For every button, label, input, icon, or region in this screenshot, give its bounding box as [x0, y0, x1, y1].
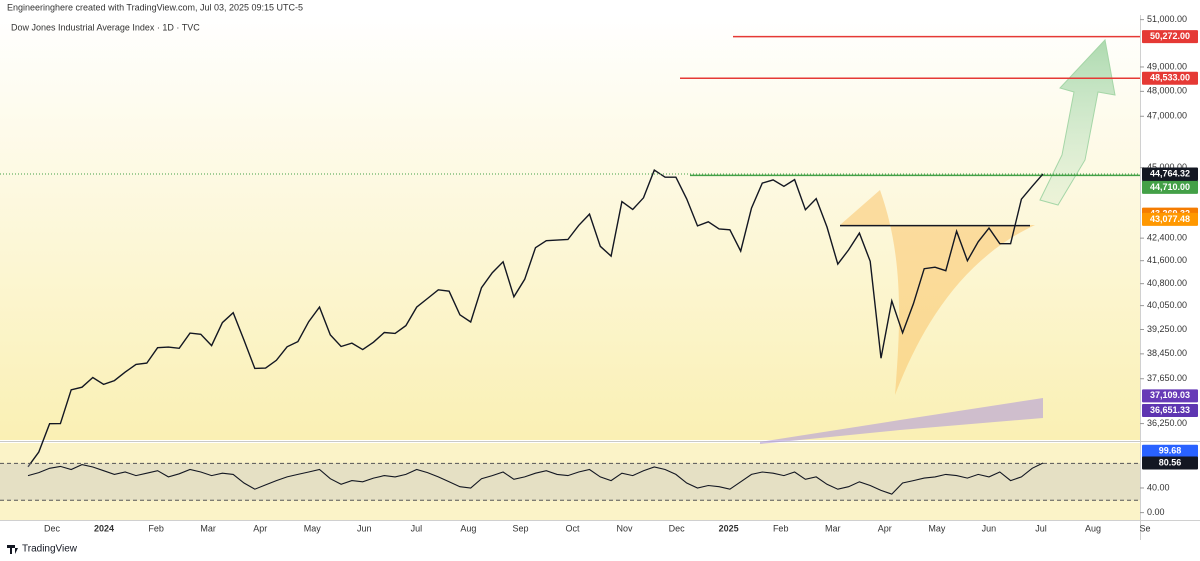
pattern-shape	[840, 190, 1035, 395]
price-label-box	[1142, 456, 1198, 470]
y-tick-label: 42,400.00	[1147, 233, 1187, 243]
x-tick-label: Dec	[44, 523, 61, 533]
x-tick-label: May	[304, 523, 322, 533]
y-tick-label: 39,250.00	[1147, 324, 1187, 334]
price-label: 48,533.00	[1150, 73, 1190, 83]
price-line	[27, 169, 1044, 468]
author-line: Engineeringhere created with TradingView…	[7, 2, 303, 12]
x-tick-label: Jun	[357, 523, 372, 533]
x-tick-label: Aug	[460, 523, 476, 533]
cloud-band	[760, 398, 1043, 444]
price-label: 44,764.32	[1150, 168, 1190, 178]
y-tick-label: 41,600.00	[1147, 255, 1187, 265]
y-tick-label: 40.00	[1147, 482, 1170, 492]
x-tick-label: Oct	[565, 523, 580, 533]
projection-arrow	[1039, 38, 1116, 206]
y-tick-label: 36,250.00	[1147, 418, 1187, 428]
y-tick-label: 37,650.00	[1147, 373, 1187, 383]
price-label: 36,651.33	[1150, 405, 1190, 415]
price-label-box	[1142, 212, 1198, 226]
x-tick-label: Feb	[773, 523, 789, 533]
price-label: 44,710.00	[1150, 182, 1190, 192]
rsi-pane	[0, 443, 1140, 520]
x-tick-label: 2024	[94, 523, 114, 533]
x-tick-label: May	[928, 523, 946, 533]
rsi-band-fill	[0, 463, 1140, 501]
y-tick-label: 51,000.00	[1147, 14, 1187, 24]
x-tick-label: Apr	[878, 523, 892, 533]
x-tick-label: Feb	[148, 523, 164, 533]
x-tick-label: Aug	[1085, 523, 1101, 533]
price-label: 99.68	[1159, 446, 1182, 456]
y-tick-label: 47,000.00	[1147, 111, 1187, 121]
y-tick-label: 0.00	[1147, 507, 1165, 517]
x-tick-label: Nov	[617, 523, 634, 533]
x-tick-label: Jul	[1035, 523, 1047, 533]
x-tick-label: Dec	[669, 523, 686, 533]
price-label-box	[1142, 180, 1198, 194]
price-label: 43,077.48	[1150, 214, 1190, 224]
x-tick-label: Mar	[200, 523, 216, 533]
x-tick-label: Jun	[982, 523, 997, 533]
price-label-box	[1142, 404, 1198, 418]
logo: TradingView	[22, 544, 78, 555]
x-tick-label: Mar	[825, 523, 841, 533]
x-tick-label: Se	[1140, 523, 1151, 533]
price-line	[27, 462, 1044, 495]
x-tick-label: Jul	[411, 523, 423, 533]
price-label-box	[1142, 389, 1198, 403]
price-label-box	[1142, 444, 1198, 458]
logo-icon	[7, 545, 18, 554]
y-tick-label: 45,000.00	[1147, 162, 1187, 172]
x-tick-label: 2025	[719, 523, 739, 533]
y-tick-label: 49,000.00	[1147, 61, 1187, 71]
price-label: 37,109.03	[1150, 390, 1190, 400]
x-tick-label: Sep	[512, 523, 528, 533]
price-label: 50,272.00	[1150, 31, 1190, 41]
price-label-box	[1142, 30, 1198, 44]
price-label-box	[1142, 71, 1198, 85]
x-tick-label: Apr	[253, 523, 267, 533]
price-label: 80.56	[1159, 457, 1182, 467]
y-tick-label: 38,450.00	[1147, 348, 1187, 358]
chart-title: Dow Jones Industrial Average Index · 1D …	[11, 22, 200, 32]
y-tick-label: 40,050.00	[1147, 300, 1187, 310]
price-label-box	[1142, 167, 1198, 181]
y-tick-label: 48,000.00	[1147, 86, 1187, 96]
y-tick-label: 40,800.00	[1147, 278, 1187, 288]
